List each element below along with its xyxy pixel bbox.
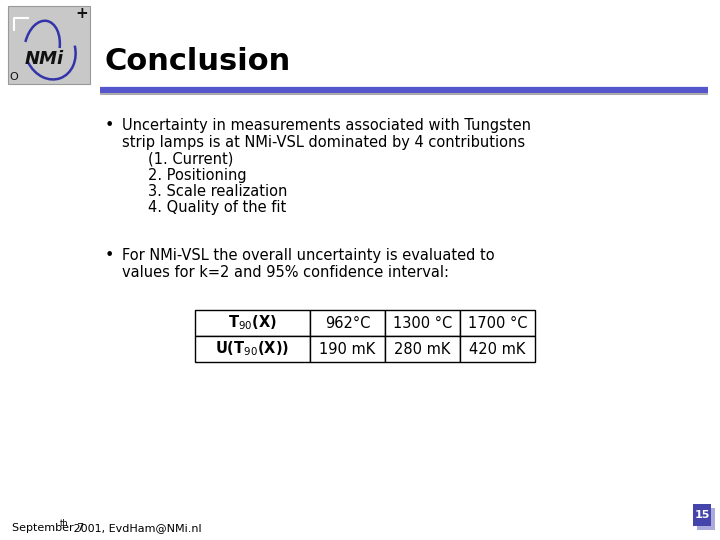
Bar [8, 6, 90, 84]
Text: •: • [105, 118, 114, 133]
Text: 2. Positioning: 2. Positioning [148, 168, 247, 183]
Text: T$_{90}$(X): T$_{90}$(X) [228, 314, 277, 332]
Text: +: + [76, 6, 89, 22]
Bar [310, 310, 385, 336]
Text: 3. Scale realization: 3. Scale realization [148, 184, 287, 199]
Bar [460, 336, 535, 362]
Bar [385, 310, 460, 336]
Text: 1700 °C: 1700 °C [468, 315, 527, 330]
Text: •: • [105, 248, 114, 263]
Text: NMi: NMi [24, 50, 63, 68]
Bar [693, 504, 711, 526]
Text: (1. Current): (1. Current) [148, 152, 233, 167]
Text: 962°C: 962°C [325, 315, 370, 330]
Text: 15: 15 [694, 510, 710, 520]
Text: 190 mK: 190 mK [320, 341, 376, 356]
Bar [195, 336, 310, 362]
Bar [310, 336, 385, 362]
Text: Conclusion: Conclusion [105, 48, 292, 77]
Text: values for k=2 and 95% confidence interval:: values for k=2 and 95% confidence interv… [122, 265, 449, 280]
Text: th: th [60, 519, 68, 529]
Text: Uncertainty in measurements associated with Tungsten: Uncertainty in measurements associated w… [122, 118, 531, 133]
Bar [460, 310, 535, 336]
Text: 4. Quality of the fit: 4. Quality of the fit [148, 200, 287, 215]
Text: strip lamps is at NMi-VSL dominated by 4 contributions: strip lamps is at NMi-VSL dominated by 4… [122, 135, 525, 150]
Text: 420 mK: 420 mK [469, 341, 526, 356]
Text: September 7: September 7 [12, 523, 84, 533]
Text: O: O [9, 72, 19, 82]
Bar [195, 310, 310, 336]
Text: For NMi-VSL the overall uncertainty is evaluated to: For NMi-VSL the overall uncertainty is e… [122, 248, 495, 263]
Text: 280 mK: 280 mK [395, 341, 451, 356]
Text: U(T$_{90}$(X)): U(T$_{90}$(X)) [215, 340, 289, 359]
Text: 1300 °C: 1300 °C [393, 315, 452, 330]
Bar [697, 508, 715, 530]
Bar [385, 336, 460, 362]
Text: 2001, EvdHam@NMi.nl: 2001, EvdHam@NMi.nl [70, 523, 202, 533]
